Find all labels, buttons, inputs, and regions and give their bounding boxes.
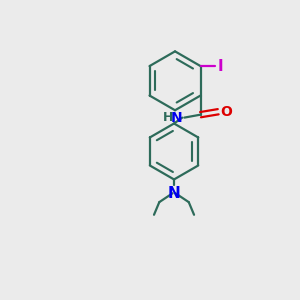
Text: N: N	[171, 111, 182, 124]
Text: I: I	[217, 58, 223, 74]
Text: H: H	[163, 111, 173, 124]
Text: O: O	[220, 105, 232, 119]
Text: N: N	[168, 186, 180, 201]
